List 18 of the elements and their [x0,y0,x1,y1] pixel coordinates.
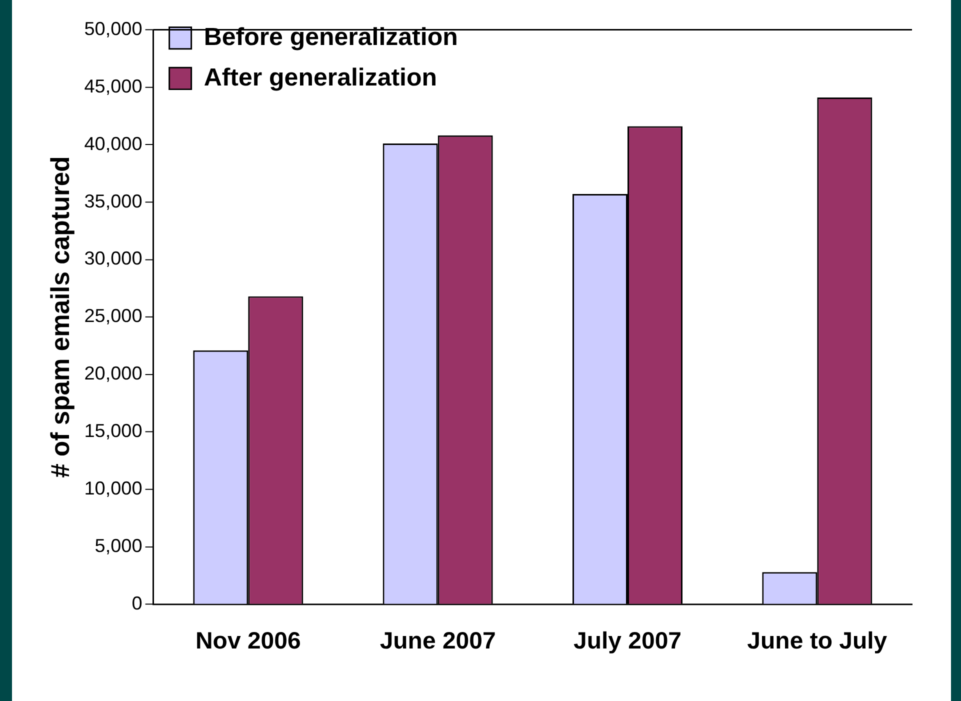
y-tick-label: 50,000 [84,18,142,39]
y-tick-label: 35,000 [84,190,142,212]
y-tick-label: 40,000 [84,132,142,154]
x-tick-label: June to July [746,628,888,655]
x-tick-label: July 2007 [572,628,682,655]
y-tick-label: 10,000 [84,478,142,499]
y-tick-label: 25,000 [84,305,142,326]
y-axis-title: # of spam emails captured [46,156,74,478]
y-tick-label: 30,000 [84,248,142,269]
y-tick-label: 5,000 [94,535,142,556]
x-tick-label: Nov 2006 [194,628,300,655]
legend-label: Before generalization [203,24,458,51]
legend-label: After generalization [203,64,437,92]
y-tick-label: 15,000 [84,420,142,442]
y-tick-label: 45,000 [84,75,142,96]
x-tick-label: June 2007 [379,628,496,655]
y-tick-label: 0 [131,592,142,614]
y-tick-label: 20,000 [84,362,142,384]
